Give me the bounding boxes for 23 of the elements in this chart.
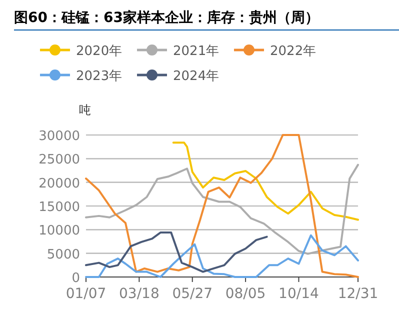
legend-label: 2022年 [270,44,316,59]
x-tick-label: 03/18 [119,286,160,302]
line-series [172,142,359,221]
chart-title: 图60：硅锰：63家样本企业：库存：贵州（周） [14,9,319,26]
x-tick-label: 12/31 [338,286,378,302]
y-tick-label: 10000 [38,224,80,239]
x-tick-label: 01/07 [66,286,106,302]
line-series [85,164,359,255]
y-tick-label: 25000 [38,152,80,168]
y-tick-label: 15000 [38,200,80,215]
y-tick-label: 0 [72,271,80,286]
legend-label: 2023年 [76,69,122,84]
y-tick-label: 30000 [38,129,80,144]
line-series [85,232,268,273]
y-tick-label: 20000 [38,176,80,192]
legend-label: 2024年 [173,69,220,84]
x-tick-label: 05/27 [172,286,213,302]
legend-label: 2021年 [173,44,220,59]
x-tick-label: 10/14 [278,286,319,302]
y-axis-title: 吨 [79,103,91,117]
y-tick-label: 5000 [46,247,80,262]
legend-label: 2020年 [76,44,122,59]
x-tick-label: 08/05 [225,286,266,302]
